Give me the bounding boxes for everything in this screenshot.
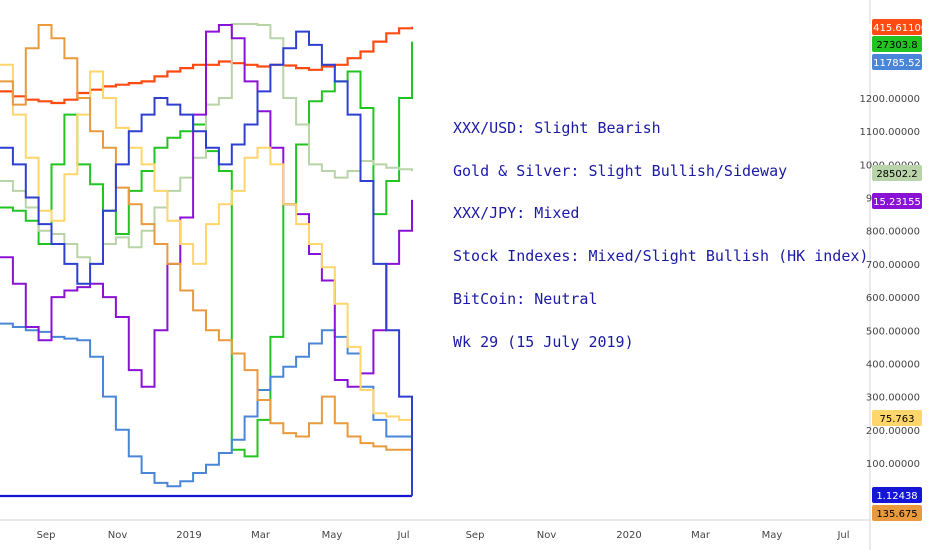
price-badge: 135.675: [872, 505, 922, 521]
price-badge-label: 11785.52: [873, 58, 921, 69]
annotation-jpy: XXX/JPY: Mixed: [453, 204, 580, 222]
x-tick-label: May: [322, 530, 343, 541]
annotation-week: Wk 29 (15 July 2019): [453, 333, 634, 351]
series-line-8: [0, 30, 413, 496]
y-tick-label: 200.00000: [866, 426, 920, 437]
price-badge-bg: [872, 19, 922, 35]
price-badge-bg: [872, 410, 922, 426]
price-badge: 27303.8: [872, 36, 922, 52]
annotation-block: XXX/USD: Slight Bearish Gold & Silver: S…: [453, 119, 869, 351]
price-badge-label: 135.675: [876, 509, 917, 520]
series-layer: [0, 23, 414, 498]
price-badge: 1.12438: [872, 487, 922, 503]
y-tick-label: 700.00000: [866, 260, 920, 271]
y-tick-label: 1100.00000: [860, 127, 920, 138]
annotation-bitcoin: BitCoin: Neutral: [453, 290, 598, 308]
annotation-usd: XXX/USD: Slight Bearish: [453, 119, 661, 137]
price-badge-bg: [872, 54, 922, 70]
price-badge-bg: [872, 36, 922, 52]
series-line-5: [0, 63, 413, 422]
x-tick-label: Mar: [251, 530, 271, 541]
y-tick-label: 800.00000: [866, 227, 920, 238]
x-tick-label: Sep: [466, 530, 485, 541]
price-badges: 1415.61100 27303.8 11785.52 28502.2 15.23155…: [867, 19, 927, 521]
annotation-gold-silver: Gold & Silver: Slight Bullish/Sideway: [453, 162, 788, 180]
series-line-2: [0, 322, 413, 488]
price-badge-bg: [872, 165, 922, 181]
y-tick-label: 600.00000: [866, 293, 920, 304]
series-line-6: [0, 24, 413, 452]
y-tick-label: 1200.00000: [860, 94, 920, 105]
price-badge-label: 28502.2: [876, 169, 917, 180]
price-badge-label: 15.23155: [873, 197, 921, 208]
price-badge: 28502.2: [872, 165, 922, 181]
price-badge: 1415.61100: [867, 19, 927, 35]
price-badge-bg: [872, 505, 922, 521]
y-tick-label: 400.00000: [866, 359, 920, 370]
x-tick-label: 2019: [176, 530, 201, 541]
x-tick-label: Jul: [396, 530, 409, 541]
time-axis[interactable]: Sep Nov 2019 Mar May Jul Sep Nov 2020 Mar May Jul: [37, 530, 850, 541]
x-tick-label: Sep: [37, 530, 56, 541]
x-tick-label: Nov: [108, 530, 128, 541]
price-badge-bg: [872, 487, 922, 503]
x-tick-label: Nov: [537, 530, 557, 541]
price-badge: 15.23155: [872, 193, 922, 209]
series-line-0: [0, 26, 414, 105]
price-badge-label: 1415.61100: [867, 23, 927, 34]
y-tick-label: 300.00000: [866, 393, 920, 404]
price-badge-label: 75.763: [880, 414, 915, 425]
price-badge: 11785.52: [872, 54, 922, 70]
x-tick-label: Mar: [691, 530, 711, 541]
price-badge-label: 1.12438: [876, 491, 917, 502]
price-badge: 75.763: [872, 410, 922, 426]
price-badge-label: 27303.8: [876, 40, 917, 51]
y-tick-label: 500.00000: [866, 326, 920, 337]
series-line-4: [0, 24, 413, 388]
y-tick-label: 100.00000: [866, 459, 920, 470]
price-badge-bg: [872, 193, 922, 209]
x-tick-label: Jul: [836, 530, 849, 541]
annotation-stock-indexes: Stock Indexes: Mixed/Slight Bullish (HK …: [453, 247, 869, 265]
x-tick-label: 2020: [616, 530, 641, 541]
x-tick-label: May: [762, 530, 783, 541]
